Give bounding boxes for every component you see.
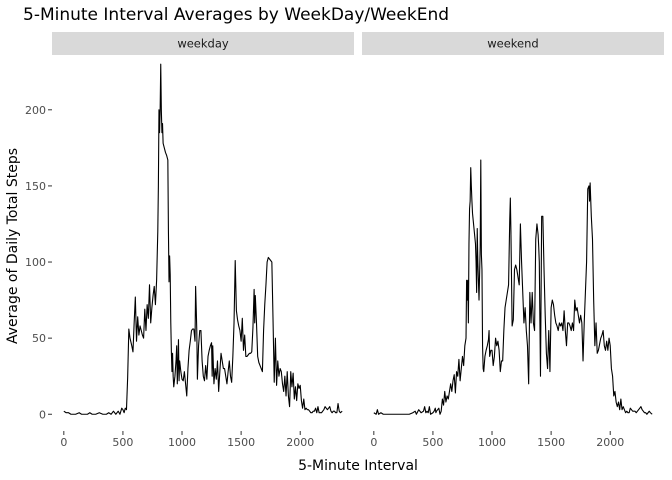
- y-tick-label-150: 150: [25, 180, 46, 193]
- y-tick-label-50: 50: [32, 332, 46, 345]
- chart-title: 5-Minute Interval Averages by WeekDay/We…: [23, 5, 449, 25]
- strip-label-weekday: weekday: [177, 37, 229, 51]
- x-tick-label-weekend-2000: 2000: [596, 436, 624, 449]
- panel-weekday: weekday: [52, 32, 354, 415]
- y-axis-title: Average of Daily Total Steps: [5, 148, 21, 344]
- x-tick-label-weekend-0: 0: [370, 436, 377, 449]
- x-tick-label-weekday-2000: 2000: [286, 436, 314, 449]
- x-tick-label-weekday-500: 500: [112, 436, 133, 449]
- y-tick-label-200: 200: [25, 104, 46, 117]
- y-tick-label-100: 100: [25, 256, 46, 269]
- y-tick-label-0: 0: [39, 408, 46, 421]
- series-line-weekend: [373, 159, 653, 415]
- y-axis: 0 50 100 150 200: [25, 104, 52, 421]
- x-tick-label-weekend-1500: 1500: [537, 436, 565, 449]
- panels: weekday weekend: [52, 32, 664, 415]
- strip-weekend: [362, 32, 664, 55]
- x-tick-label-weekend-500: 500: [422, 436, 443, 449]
- strip-weekday: [52, 32, 354, 55]
- panel-weekend: weekend: [362, 32, 664, 415]
- x-axis-title: 5-Minute Interval: [298, 458, 418, 474]
- series-line-weekday: [63, 63, 343, 415]
- x-tick-label-weekday-0: 0: [60, 436, 67, 449]
- x-tick-label-weekend-1000: 1000: [478, 436, 506, 449]
- x-tick-label-weekday-1500: 1500: [227, 436, 255, 449]
- x-axis: 0 500 1000 1500 2000 0 500 1000 1500 2000: [60, 431, 624, 449]
- x-tick-label-weekday-1000: 1000: [168, 436, 196, 449]
- strip-label-weekend: weekend: [487, 37, 538, 51]
